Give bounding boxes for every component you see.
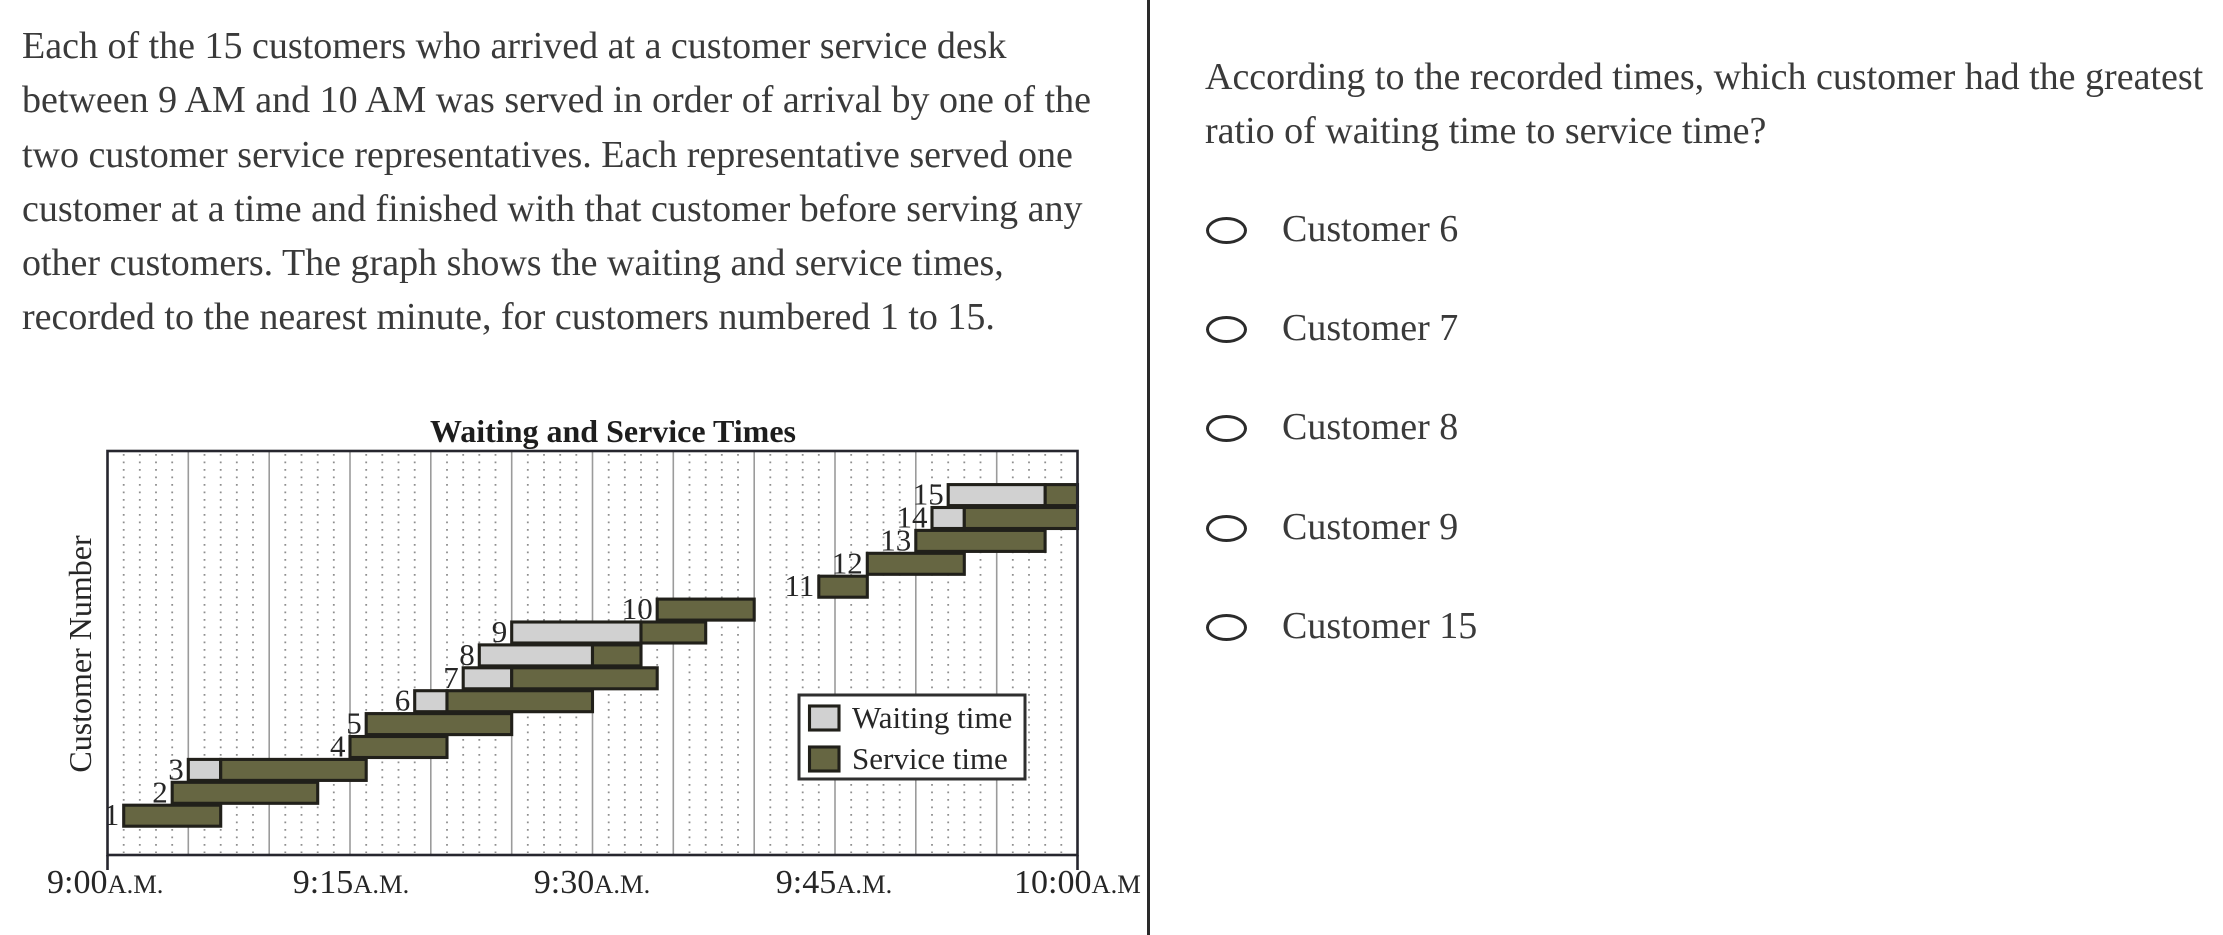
svg-text:13: 13 [880,522,911,557]
svg-text:9:00A.M.: 9:00A.M. [47,864,163,901]
svg-text:10: 10 [622,591,653,626]
svg-text:2: 2 [152,774,168,809]
svg-text:1: 1 [104,797,120,832]
svg-text:6: 6 [395,683,411,718]
svg-text:7: 7 [443,660,459,695]
svg-text:12: 12 [832,545,863,580]
svg-text:Service time: Service time [852,741,1008,776]
svg-text:Waiting and Service Times: Waiting and Service Times [430,413,796,449]
svg-text:3: 3 [168,751,184,786]
svg-text:9: 9 [492,614,508,649]
svg-text:9:15A.M.: 9:15A.M. [293,864,409,901]
svg-text:8: 8 [459,637,475,672]
svg-text:5: 5 [346,706,362,741]
svg-text:10:00A.M: 10:00A.M [1014,864,1141,901]
svg-text:15: 15 [913,477,944,512]
svg-text:14: 14 [897,500,929,535]
svg-text:Waiting time: Waiting time [852,700,1012,735]
svg-text:9:30A.M.: 9:30A.M. [534,864,650,901]
svg-text:Customer Number: Customer Number [62,535,98,773]
svg-text:11: 11 [784,568,814,603]
svg-text:4: 4 [330,729,346,764]
svg-text:9:45A.M.: 9:45A.M. [776,864,892,901]
